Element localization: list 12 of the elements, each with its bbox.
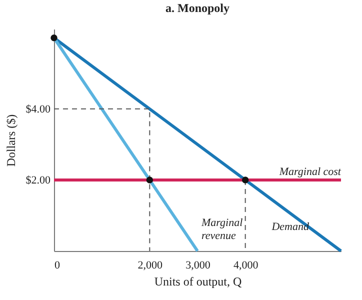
series-label: Marginal revenue	[200, 217, 243, 242]
x-tick-label: 3,000	[186, 260, 211, 272]
chart-title: a. Monopoly	[165, 1, 230, 15]
y-tick-label: $4.00	[26, 103, 51, 116]
x-tick-label: 0	[54, 260, 60, 272]
y-axis-title: Dollars ($)	[4, 114, 18, 167]
series-label: Demand	[270, 221, 310, 233]
x-tick-label: 4,000	[233, 260, 259, 272]
x-axis-title: Units of output, Q	[154, 274, 242, 288]
y-tick-label: $2.00	[26, 174, 51, 186]
x-tick-label: 2,000	[138, 260, 164, 272]
series-label: Marginal cost	[278, 166, 342, 178]
